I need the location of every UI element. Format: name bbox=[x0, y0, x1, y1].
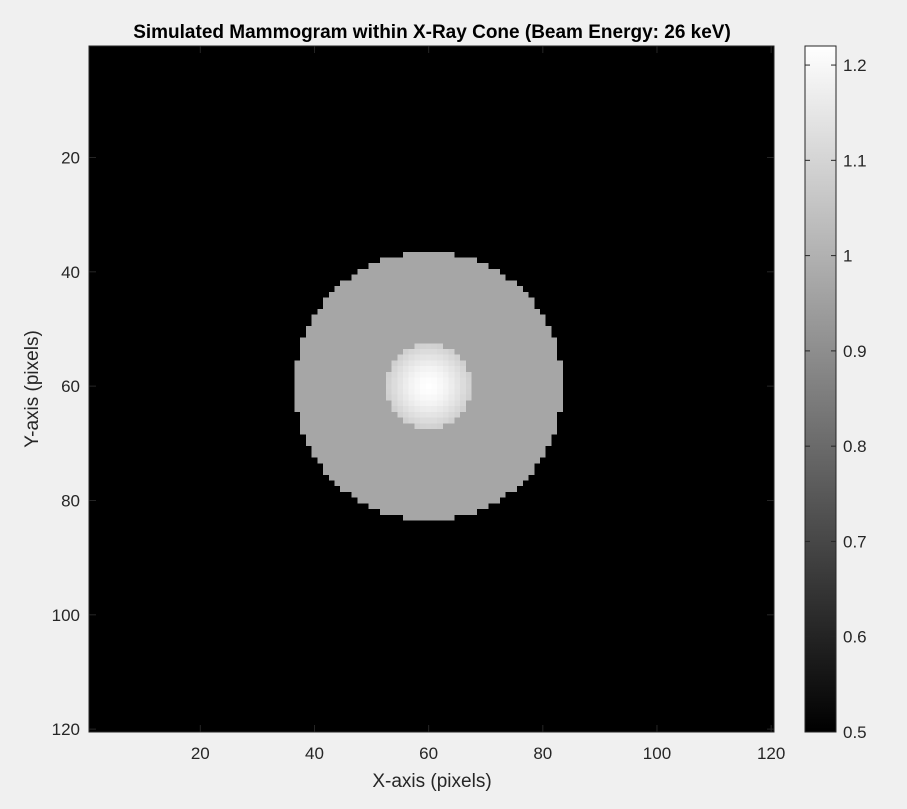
y-tick-label: 40 bbox=[61, 263, 80, 282]
colorbar: 0.5 0.6 0.7 0.8 0.9 1 1.1 1.2 bbox=[804, 45, 867, 742]
plot-area: 20 40 60 80 100 120 20 40 60 80 100 120 bbox=[52, 45, 785, 763]
colorbar-gradient bbox=[804, 45, 837, 733]
y-tick-label: 60 bbox=[61, 377, 80, 396]
x-tick-label: 80 bbox=[533, 744, 552, 763]
colorbar-tick-label: 1.1 bbox=[843, 151, 867, 170]
x-tick-label: 40 bbox=[305, 744, 324, 763]
x-tick-label: 100 bbox=[643, 744, 671, 763]
chart-title: Simulated Mammogram within X-Ray Cone (B… bbox=[133, 22, 731, 43]
x-axis-label: X-axis (pixels) bbox=[372, 771, 491, 792]
y-axis: 20 40 60 80 100 120 bbox=[52, 148, 774, 739]
colorbar-tick-label: 1 bbox=[843, 247, 852, 266]
heatmap-image bbox=[89, 46, 774, 732]
colorbar-tick-label: 0.6 bbox=[843, 628, 867, 647]
y-tick-label: 20 bbox=[61, 148, 80, 167]
colorbar-tick-label: 0.7 bbox=[843, 532, 867, 551]
y-tick-label: 120 bbox=[52, 720, 80, 739]
colorbar-tick-label: 0.9 bbox=[843, 342, 867, 361]
y-tick-label: 80 bbox=[61, 491, 80, 510]
x-axis: 20 40 60 80 100 120 bbox=[191, 46, 785, 763]
colorbar-ticks: 0.5 0.6 0.7 0.8 0.9 1 1.1 1.2 bbox=[805, 56, 867, 742]
y-axis-label: Y-axis (pixels) bbox=[22, 330, 43, 448]
x-tick-label: 60 bbox=[419, 744, 438, 763]
colorbar-tick-label: 0.5 bbox=[843, 723, 867, 742]
x-tick-label: 120 bbox=[757, 744, 785, 763]
x-tick-label: 20 bbox=[191, 744, 210, 763]
y-tick-label: 100 bbox=[52, 606, 80, 625]
plot-frame bbox=[88, 45, 775, 733]
colorbar-tick-label: 1.2 bbox=[843, 56, 867, 75]
colorbar-tick-label: 0.8 bbox=[843, 437, 867, 456]
